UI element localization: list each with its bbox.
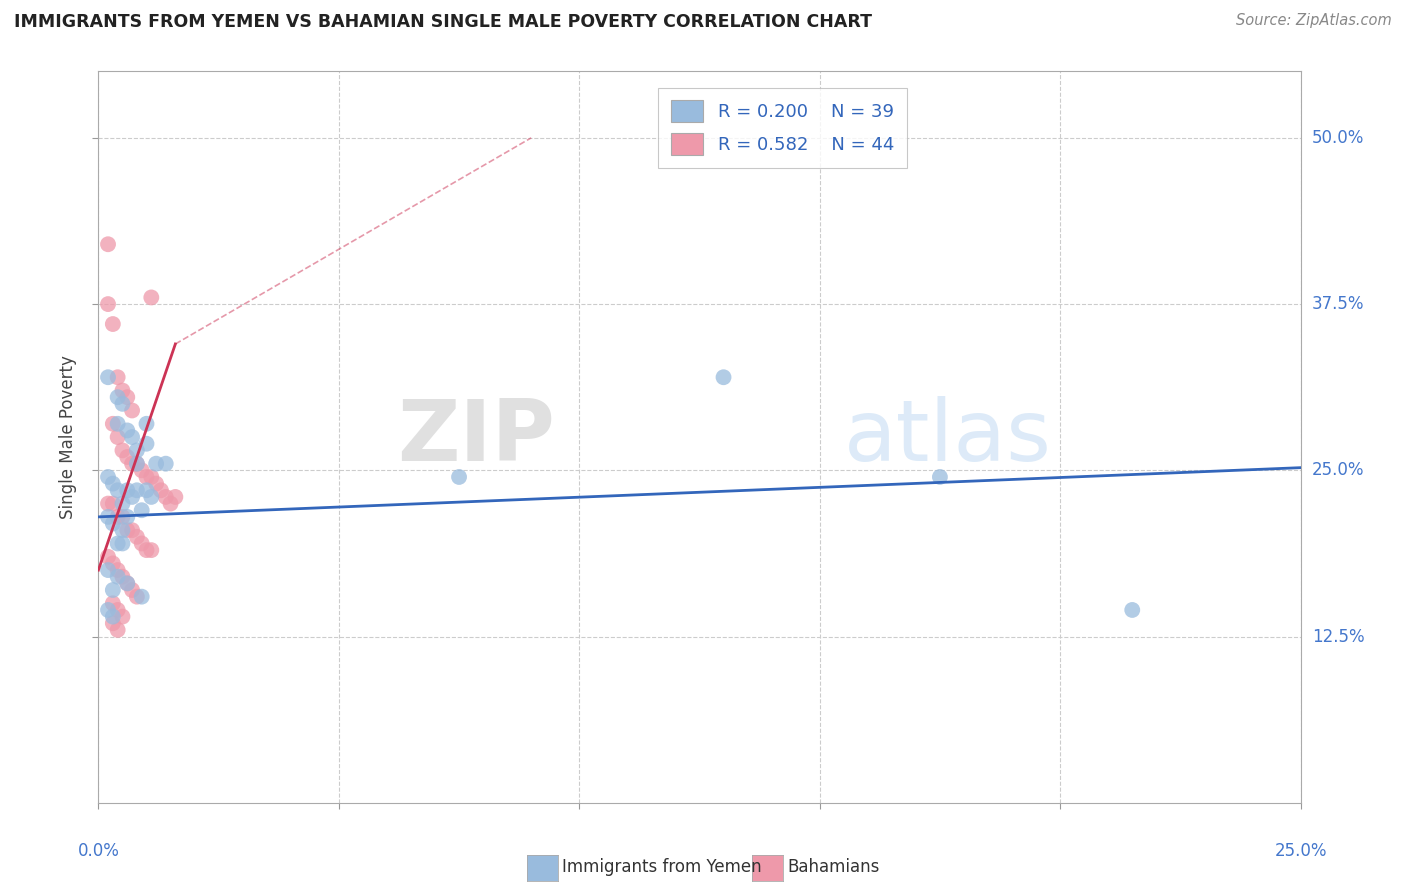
Point [121, 430, 143, 444]
Point [131, 463, 153, 477]
Point [101, 476, 124, 491]
Point [141, 543, 163, 558]
Point [111, 497, 134, 511]
Point [117, 523, 139, 537]
Point [155, 457, 177, 471]
Text: 0.0%: 0.0% [77, 842, 120, 860]
Point [107, 417, 129, 431]
Point [447, 470, 470, 484]
Text: ZIP: ZIP [398, 395, 555, 479]
Point [117, 509, 139, 524]
Point [121, 403, 143, 417]
Point [145, 476, 167, 491]
Text: atlas: atlas [844, 395, 1052, 479]
Point [97, 297, 120, 311]
Text: 25.0%: 25.0% [1274, 842, 1327, 860]
Point [97, 497, 120, 511]
Point [111, 523, 134, 537]
Point [111, 443, 134, 458]
Point [141, 470, 163, 484]
Point [131, 503, 153, 517]
Point [131, 590, 153, 604]
Point [121, 582, 143, 597]
Point [111, 384, 134, 398]
Point [141, 490, 163, 504]
Point [125, 530, 148, 544]
Text: IMMIGRANTS FROM YEMEN VS BAHAMIAN SINGLE MALE POVERTY CORRELATION CHART: IMMIGRANTS FROM YEMEN VS BAHAMIAN SINGLE… [14, 13, 872, 31]
Text: Source: ZipAtlas.com: Source: ZipAtlas.com [1236, 13, 1392, 29]
Point [101, 609, 124, 624]
Point [117, 450, 139, 464]
Point [97, 370, 120, 384]
Text: 12.5%: 12.5% [1312, 628, 1364, 646]
Point [135, 470, 157, 484]
Point [159, 497, 181, 511]
Point [131, 536, 153, 550]
Point [117, 390, 139, 404]
Point [135, 543, 157, 558]
Point [111, 397, 134, 411]
Point [928, 470, 950, 484]
Point [111, 609, 134, 624]
Point [107, 390, 129, 404]
Point [135, 417, 157, 431]
Point [155, 490, 177, 504]
Point [125, 443, 148, 458]
Point [117, 576, 139, 591]
Point [141, 290, 163, 304]
Point [125, 483, 148, 498]
Point [107, 509, 129, 524]
Point [101, 317, 124, 331]
Text: 37.5%: 37.5% [1312, 295, 1364, 313]
Point [107, 536, 129, 550]
Point [97, 603, 120, 617]
Point [107, 623, 129, 637]
Point [713, 370, 735, 384]
Point [135, 483, 157, 498]
Point [165, 490, 187, 504]
Point [107, 483, 129, 498]
Point [97, 509, 120, 524]
Point [111, 570, 134, 584]
Point [135, 436, 157, 450]
Point [107, 603, 129, 617]
Text: 50.0%: 50.0% [1312, 128, 1364, 147]
Legend: R = 0.200    N = 39, R = 0.582    N = 44: R = 0.200 N = 39, R = 0.582 N = 44 [658, 87, 907, 168]
Point [101, 616, 124, 631]
Point [101, 417, 124, 431]
Point [111, 536, 134, 550]
Text: 25.0%: 25.0% [1312, 461, 1364, 479]
Point [125, 457, 148, 471]
Point [117, 576, 139, 591]
Point [101, 596, 124, 610]
Point [1121, 603, 1143, 617]
Text: Immigrants from Yemen: Immigrants from Yemen [562, 858, 762, 876]
Point [101, 557, 124, 571]
Point [97, 237, 120, 252]
Point [101, 497, 124, 511]
Point [97, 549, 120, 564]
Point [121, 523, 143, 537]
Point [149, 483, 172, 498]
Point [101, 582, 124, 597]
Point [107, 430, 129, 444]
Point [121, 490, 143, 504]
Point [107, 570, 129, 584]
Point [145, 457, 167, 471]
Point [125, 590, 148, 604]
Point [101, 516, 124, 531]
Y-axis label: Single Male Poverty: Single Male Poverty [59, 355, 77, 519]
Point [97, 563, 120, 577]
Point [125, 457, 148, 471]
Point [107, 563, 129, 577]
Point [121, 457, 143, 471]
Point [111, 509, 134, 524]
Text: Bahamians: Bahamians [787, 858, 880, 876]
Point [117, 483, 139, 498]
Point [117, 424, 139, 438]
Point [97, 470, 120, 484]
Point [107, 370, 129, 384]
